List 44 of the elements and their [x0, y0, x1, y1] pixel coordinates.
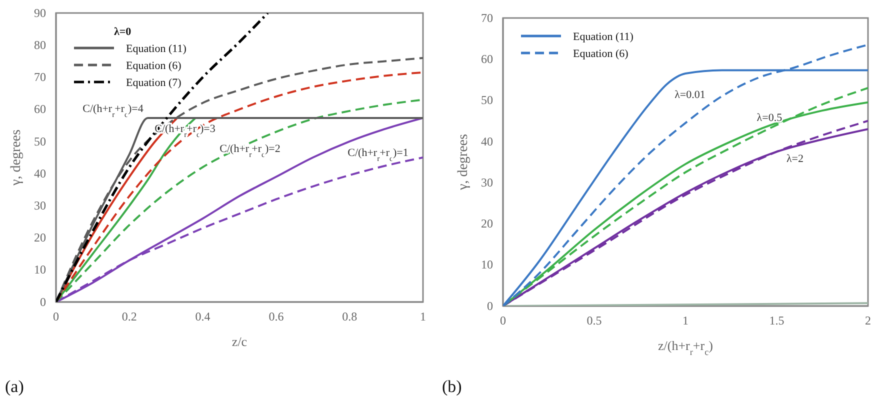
y-tick-label: 0	[40, 294, 46, 309]
x-tick-label: 0.6	[268, 310, 284, 324]
y-axis-title: γ, degrees	[456, 134, 471, 191]
x-tick-label: 2	[865, 314, 871, 328]
y-tick-label: 30	[481, 175, 493, 190]
y-tick-label: 30	[34, 198, 46, 213]
legend-label: Equation (11)	[126, 43, 187, 55]
legend-title: λ=0	[114, 26, 132, 38]
legend-label: Equation (11)	[573, 31, 634, 43]
y-tick-label: 90	[34, 6, 46, 20]
x-tick-label: 0.8	[342, 310, 358, 324]
annotation: λ=0.5	[756, 112, 783, 124]
y-tick-label: 50	[34, 134, 46, 148]
legend-label: Equation (6)	[573, 48, 629, 60]
legend-label: Equation (6)	[126, 60, 182, 72]
annotation: λ=2	[786, 153, 804, 165]
x-tick-label: 0.2	[122, 310, 137, 324]
y-tick-label: 20	[481, 216, 493, 231]
x-axis-title: z/c	[232, 334, 248, 349]
y-tick-label: 10	[34, 262, 46, 277]
y-tick-label: 20	[34, 230, 46, 245]
y-tick-label: 40	[34, 166, 46, 180]
y-tick-label: 50	[481, 93, 493, 108]
x-axis-title: z/(h+r$_{r}$+r$_{c}$)	[658, 338, 713, 357]
y-tick-label: 70	[481, 10, 493, 25]
y-tick-label: 40	[481, 134, 493, 148]
text: (a)	[5, 377, 24, 396]
y-axis-title: γ, degrees	[9, 130, 24, 186]
x-tick-label: 0	[53, 310, 59, 324]
y-tick-label: 10	[481, 258, 493, 272]
x-tick-label: 0.4	[195, 310, 210, 324]
y-tick-label: 80	[34, 38, 46, 52]
legend-label: Equation (7)	[126, 77, 182, 89]
x-tick-label: 1.5	[769, 314, 784, 328]
y-tick-label: 0	[487, 298, 493, 313]
x-tick-label: 1	[682, 314, 688, 328]
x-tick-label: 0	[500, 314, 506, 328]
annotation: λ=0.01	[674, 89, 706, 101]
y-tick-label: 70	[34, 70, 46, 84]
x-tick-label: 1	[420, 310, 426, 324]
y-tick-label: 60	[34, 102, 46, 116]
text: (b)	[442, 377, 462, 396]
x-tick-label: 0.5	[586, 314, 602, 328]
y-tick-label: 60	[481, 52, 493, 66]
